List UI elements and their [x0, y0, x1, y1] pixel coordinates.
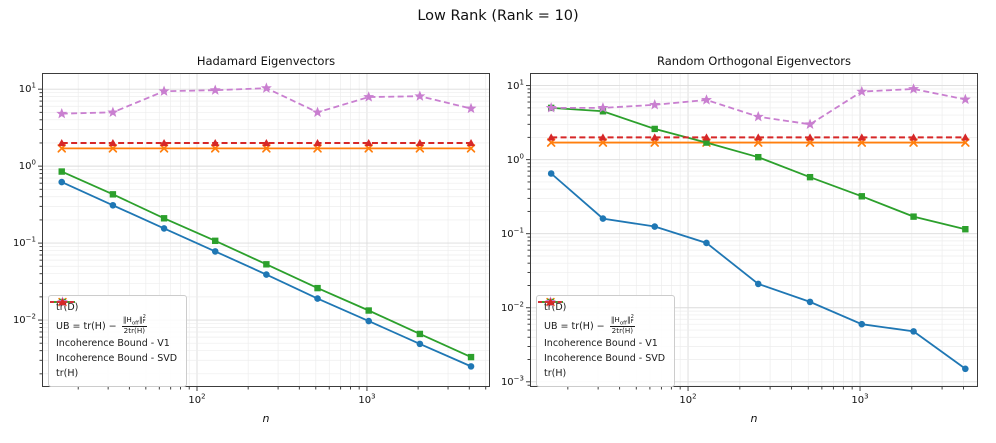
left-plot-legend: tr(D) UB = tr(H) − ‖Hoff‖ 2 F 2tr(H) Incohere… [48, 295, 188, 387]
left-plot-canvas [38, 73, 490, 391]
legend-label: UB = tr(H) − ‖Hoff‖ 2 F 2tr(H) [544, 313, 636, 336]
legend-item-trH: tr(H) [50, 298, 177, 381]
x-tick-label: 102 [679, 393, 697, 407]
y-tick-label: 100 [18, 159, 36, 173]
series-svd [545, 83, 971, 129]
left-plot-title: Hadamard Eigenvectors [196, 54, 336, 68]
legend-label: tr(D) [56, 302, 79, 313]
series-svd [56, 82, 477, 119]
series-trH [57, 138, 476, 147]
left-plot-axes: tr(D) UB = tr(H) − ‖Hoff‖ 2 F 2tr(H) Incohere… [13, 73, 490, 406]
legend-label: tr(D) [544, 302, 567, 313]
tick-marks [38, 88, 487, 391]
legend-item-svd: Incoherence Bound - SVD [50, 296, 178, 366]
y-tick-label: 10−1 [500, 226, 524, 241]
figure-suptitle: Low Rank (Rank = 10) [417, 8, 579, 24]
right-plot-title: Random Orthogonal Eigenvectors [657, 54, 851, 68]
legend-label: Incoherence Bound - SVD [56, 353, 178, 365]
y-tick-label: 101 [506, 78, 524, 92]
x-tick-label: 103 [851, 393, 869, 407]
y-tick-label: 10−2 [500, 300, 524, 315]
tick-marks [526, 85, 965, 391]
grid [42, 73, 490, 387]
series-trD [547, 170, 969, 373]
y-tick-label: 100 [506, 152, 524, 166]
y-tick-label: 10−1 [12, 236, 36, 250]
legend-item-ub: UB = tr(H) − ‖Hoff‖ 2 F 2tr(H) [50, 297, 177, 337]
trH-legend-swatch [50, 298, 75, 306]
series-v1 [547, 104, 969, 233]
left-plot-xlabel: n [262, 412, 270, 425]
x-tick-label: 102 [188, 393, 206, 407]
legend-item-svd: Incoherence Bound - SVD [538, 296, 666, 366]
y-tick-label: 10−2 [12, 313, 36, 327]
x-tick-label: 103 [358, 393, 376, 407]
series-trD [58, 178, 475, 370]
legend-label: Incoherence Bound - V1 [56, 338, 170, 350]
y-tick-label: 10−3 [500, 374, 524, 389]
legend-label: Incoherence Bound - V1 [544, 338, 658, 350]
axes-spines [42, 73, 490, 387]
legend-item-v1: Incoherence Bound - V1 [538, 298, 665, 351]
legend-item-v1: Incoherence Bound - V1 [50, 298, 177, 351]
right-plot-xlabel: n [750, 412, 758, 425]
series-v1 [58, 168, 475, 361]
legend-label: Incoherence Bound - SVD [544, 353, 666, 365]
series-trH [547, 133, 970, 141]
legend-item-trH: tr(H) [538, 298, 665, 381]
y-tick-label: 101 [18, 82, 36, 96]
series-v1-line [551, 106, 966, 231]
legend-label: tr(H) [56, 367, 79, 379]
legend-label: tr(H) [544, 367, 567, 379]
right-plot-axes: tr(D) UB = tr(H) − ‖Hoff‖ 2 F 2tr(H) Incohere… [501, 73, 978, 406]
axes-spines [530, 73, 978, 387]
trH-legend-swatch [538, 298, 563, 306]
legend-label: UB = tr(H) − ‖Hoff‖ 2 F 2tr(H) [56, 313, 148, 336]
right-plot-legend: tr(D) UB = tr(H) − ‖Hoff‖ 2 F 2tr(H) Incohere… [536, 295, 676, 387]
legend-item-ub: UB = tr(H) − ‖Hoff‖ 2 F 2tr(H) [538, 297, 665, 337]
